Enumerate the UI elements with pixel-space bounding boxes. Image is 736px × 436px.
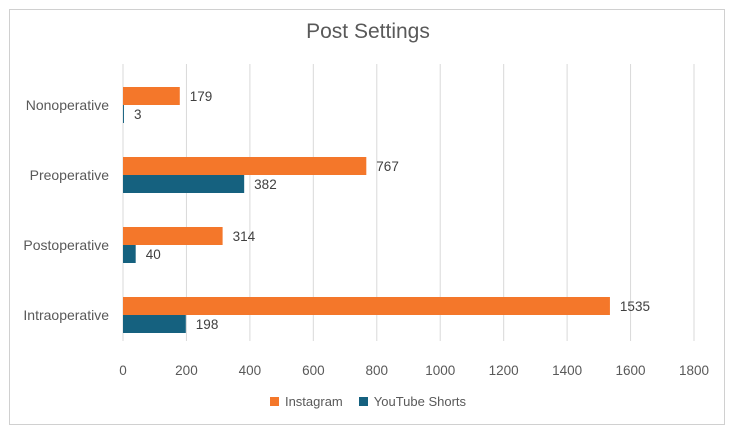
legend-swatch	[269, 397, 279, 406]
y-category-label: Intraoperative	[23, 307, 109, 323]
data-label-instagram: 179	[190, 89, 213, 104]
y-category-label: Nonoperative	[26, 97, 109, 113]
x-tick-label: 1800	[679, 363, 709, 378]
data-label-instagram: 767	[376, 159, 399, 174]
x-tick-label: 0	[119, 363, 127, 378]
y-category-label: Postoperative	[23, 237, 109, 253]
x-tick-label: 600	[302, 363, 325, 378]
data-label-youtube-shorts: 40	[146, 247, 161, 262]
bar-youtube-shorts	[123, 245, 136, 263]
chart-frame	[9, 9, 725, 425]
data-label-instagram: 314	[233, 229, 256, 244]
x-tick-label: 1600	[616, 363, 646, 378]
bar-youtube-shorts	[123, 315, 186, 333]
bar-instagram	[123, 297, 610, 315]
x-tick-label: 400	[239, 363, 262, 378]
legend-label: Instagram	[284, 394, 343, 409]
bar-youtube-shorts	[123, 105, 124, 123]
data-label-instagram: 1535	[620, 299, 650, 314]
legend-item: Instagram	[269, 394, 343, 409]
bar-instagram	[123, 87, 180, 105]
x-tick-label: 200	[175, 363, 198, 378]
legend-swatch	[358, 397, 368, 406]
data-label-youtube-shorts: 382	[254, 177, 277, 192]
x-tick-label: 1000	[425, 363, 455, 378]
x-tick-label: 800	[366, 363, 389, 378]
legend-item: YouTube Shorts	[358, 394, 467, 409]
data-label-youtube-shorts: 198	[196, 317, 219, 332]
x-tick-label: 1200	[489, 363, 519, 378]
bar-instagram	[123, 157, 367, 175]
legend-label: YouTube Shorts	[373, 394, 467, 409]
bar-youtube-shorts	[123, 175, 245, 193]
y-category-label: Preoperative	[30, 167, 110, 183]
x-tick-label: 1400	[552, 363, 582, 378]
bar-instagram	[123, 227, 223, 245]
legend: Instagram YouTube Shorts	[0, 394, 736, 409]
chart-title: Post Settings	[306, 20, 430, 43]
data-label-youtube-shorts: 3	[134, 107, 142, 122]
